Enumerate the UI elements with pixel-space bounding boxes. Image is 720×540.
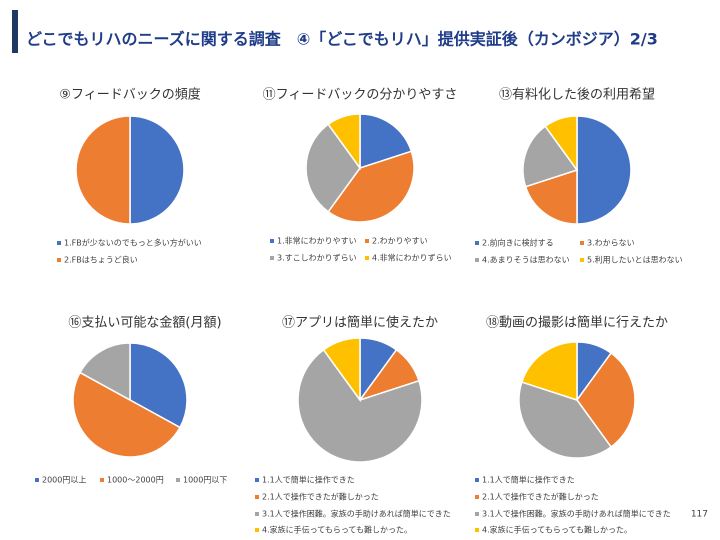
legend-swatch xyxy=(255,528,259,532)
legend-swatch xyxy=(176,478,180,482)
legend-label: 4.非常にわかりずらい xyxy=(372,253,452,263)
legend-label: 2.わかりやすい xyxy=(372,237,428,246)
chart-title: ⑱動画の撮影は簡単に行えたか xyxy=(486,315,668,331)
chart-title: ⑯支払い可能な金額(月額) xyxy=(68,315,221,331)
legend-swatch xyxy=(35,478,39,482)
legend-label: 1000円以下 xyxy=(183,476,227,485)
legend-label: 3.すこしわかりずらい xyxy=(277,253,357,263)
legend-swatch xyxy=(270,256,274,260)
legend-label: 1.1人で簡単に操作できた xyxy=(262,475,355,485)
legend-label: 1.非常にわかりやすい xyxy=(277,236,357,246)
legend-swatch xyxy=(100,478,104,482)
legend-label: 5.利用したいとは思わない xyxy=(587,255,683,265)
legend-label: 2.前向きに検討する xyxy=(482,238,554,248)
legend-swatch xyxy=(365,239,369,243)
legend-label: 1000～2000円 xyxy=(107,476,164,485)
chart-title: ⑪フィードバックの分かりやすさ xyxy=(263,88,458,103)
legend-swatch xyxy=(57,258,61,262)
pie-slice xyxy=(129,342,188,429)
pie-slice xyxy=(524,168,578,225)
legend-swatch xyxy=(475,478,479,482)
pie-slice xyxy=(129,115,185,225)
legend-swatch xyxy=(255,478,259,482)
legend-label: 2.1人で操作できたが難しかった xyxy=(262,492,379,502)
legend-swatch xyxy=(580,258,584,262)
pie-slice xyxy=(327,150,415,223)
legend-label: 4.家族に手伝ってもらっても難しかった。 xyxy=(482,525,632,535)
legend-label: 1.FBが少ないのでもっと多い方がいい xyxy=(64,238,202,248)
legend-swatch xyxy=(255,512,259,516)
legend-label: 2000円以上 xyxy=(42,476,86,485)
legend-label: 2.1人で操作できたが難しかった xyxy=(482,492,599,502)
pie-slice xyxy=(518,381,613,459)
chart-title: ⑨フィードバックの頻度 xyxy=(59,87,200,103)
legend-swatch xyxy=(475,258,479,262)
legend-swatch xyxy=(57,241,61,245)
pie-slice xyxy=(297,348,423,463)
pie-slice xyxy=(522,125,579,188)
pie-slice xyxy=(544,115,578,173)
pie-slice xyxy=(520,341,578,402)
legend-swatch xyxy=(475,512,479,516)
pie-slice xyxy=(305,123,361,213)
pie-slice xyxy=(576,115,632,225)
pie-slice xyxy=(72,371,181,458)
pie-slice xyxy=(359,113,413,170)
legend-label: 4.家族に手伝ってもらっても難しかった。 xyxy=(262,525,412,535)
legend-label: 1.1人で簡単に操作できた xyxy=(482,475,575,485)
chart-title: ⑰アプリは簡単に使えたか xyxy=(282,315,438,331)
legend-swatch xyxy=(475,528,479,532)
pie-slice xyxy=(79,342,131,402)
page-number: 117 xyxy=(691,510,708,520)
legend-swatch xyxy=(580,241,584,245)
legend-swatch xyxy=(365,256,369,260)
legend-label: 3.1人で操作困難。家族の手助けあれば簡単にできた xyxy=(262,509,451,519)
chart-title: ⑬有料化した後の利用希望 xyxy=(499,87,655,103)
pie-slice xyxy=(576,352,636,448)
legend-label: 4.あまりそうは思わない xyxy=(482,256,570,265)
legend-swatch xyxy=(270,239,274,243)
title-bar xyxy=(12,10,18,53)
legend-swatch xyxy=(475,495,479,499)
pie-slice xyxy=(75,115,131,225)
legend-label: 3.1人で操作困難。家族の手助けあれば簡単にできた xyxy=(482,509,671,519)
legend-swatch xyxy=(475,241,479,245)
slide-title: どこでもリハのニーズに関する調査 ④「どこでもリハ」提供実証後（カンボジア）2/… xyxy=(26,30,658,49)
pie-slice xyxy=(322,337,361,403)
legend-swatch xyxy=(255,495,259,499)
pie-slice xyxy=(327,113,361,171)
legend-label: 3.わからない xyxy=(587,239,635,248)
legend-label: 2.FBはちょうど良い xyxy=(64,255,138,265)
